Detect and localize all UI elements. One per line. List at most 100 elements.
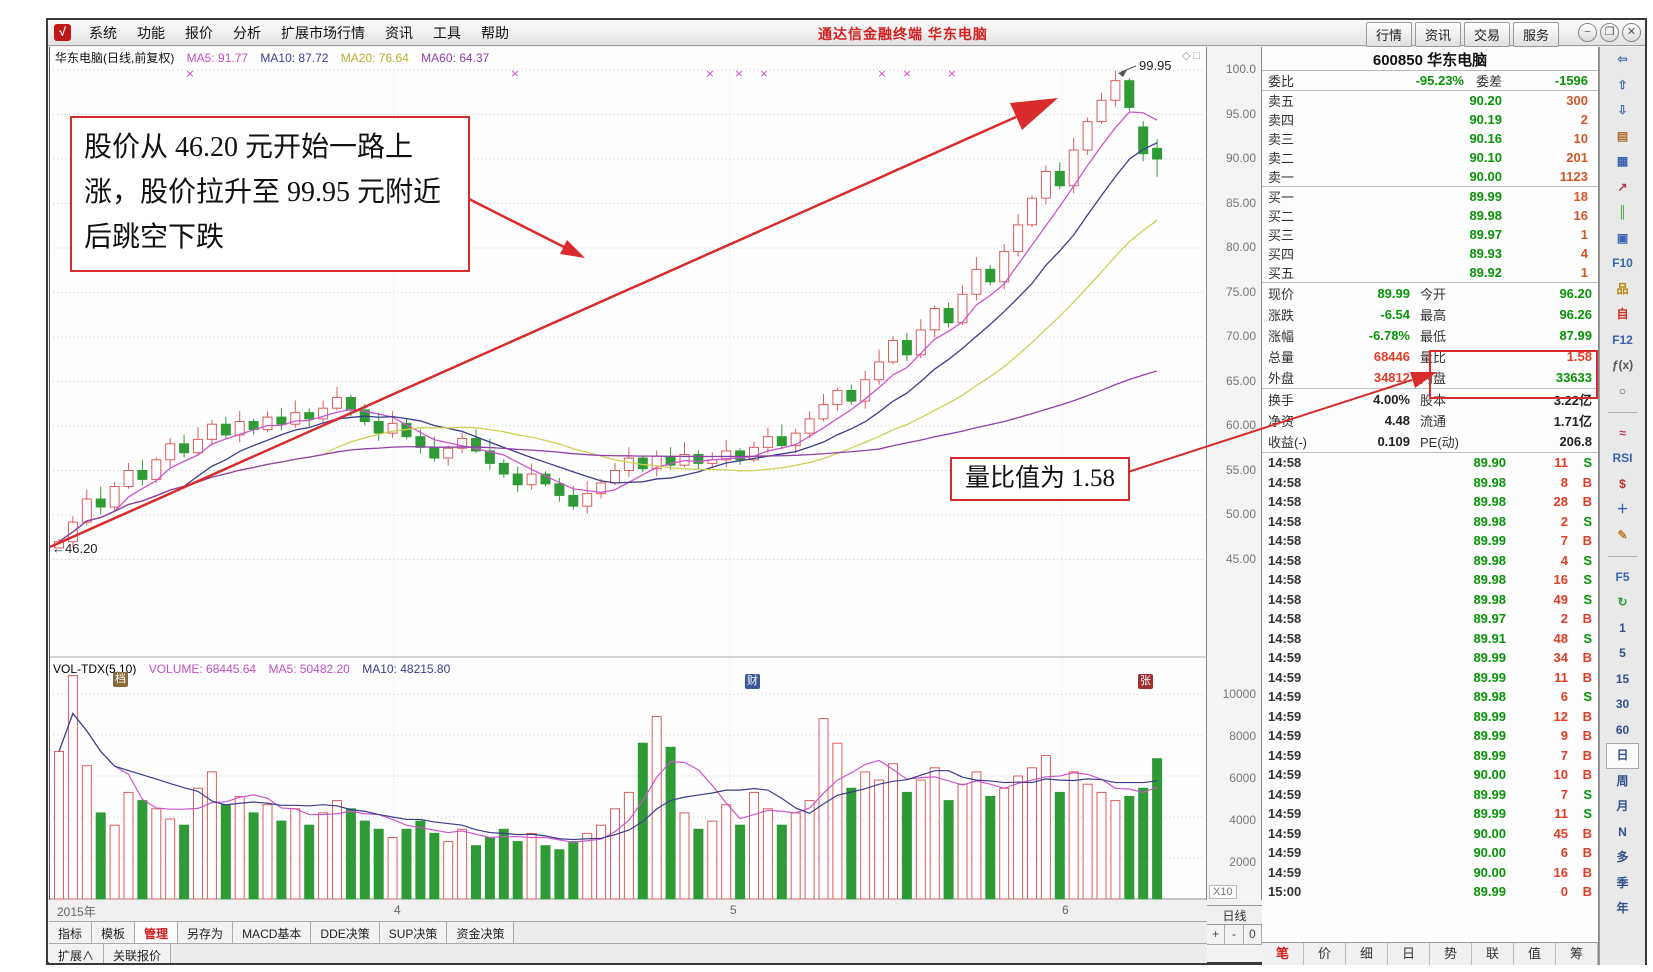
quote-tab-势[interactable]: 势	[1430, 943, 1472, 965]
tick-trade-row[interactable]: 14:58 89.98 8 B	[1262, 473, 1598, 493]
menu-item-扩展市场行情[interactable]: 扩展市场行情	[281, 24, 365, 41]
menu-item-系统[interactable]: 系统	[89, 24, 117, 41]
self-select-icon[interactable]: 自	[1616, 307, 1629, 321]
period-1[interactable]: 1	[1619, 620, 1626, 635]
bottom-tab-SUP决策[interactable]: SUP决策	[379, 922, 448, 943]
quote-tab-筹[interactable]: 筹	[1556, 943, 1598, 965]
menu-item-工具[interactable]: 工具	[433, 24, 461, 41]
f5-icon[interactable]: F5	[1615, 569, 1630, 584]
f12-icon[interactable]: F12	[1612, 332, 1633, 347]
tick-trade-row[interactable]: 14:58 89.90 11 S	[1262, 453, 1598, 473]
period-15[interactable]: 15	[1615, 671, 1630, 686]
report-icon[interactable]: ▤	[1616, 128, 1629, 143]
tick-trade-row[interactable]: 14:59 89.99 9 B	[1262, 726, 1598, 746]
restore-button[interactable]: ❐	[1600, 23, 1619, 42]
rsi-icon[interactable]: RSI	[1612, 451, 1633, 465]
tick-trade-row[interactable]: 14:59 90.00 6 B	[1262, 843, 1598, 863]
bottom-tab-MACD基本[interactable]: MACD基本	[233, 922, 312, 943]
period-week[interactable]: 周	[1616, 773, 1629, 788]
multi-page-icon[interactable]: ▣	[1616, 230, 1629, 245]
tick-trade-row[interactable]: 14:58 89.98 4 S	[1262, 551, 1598, 571]
quote-tab-联[interactable]: 联	[1472, 943, 1514, 965]
pencil-icon[interactable]: ✎	[1617, 527, 1628, 542]
kline-icon[interactable]: ║	[1618, 205, 1627, 219]
bottom-tab-模板[interactable]: 模板	[92, 922, 136, 943]
back-arrow-icon[interactable]: ⇦	[1617, 52, 1628, 66]
quote-tab-价[interactable]: 价	[1304, 943, 1346, 965]
line-chart-icon[interactable]: ↗	[1617, 179, 1628, 194]
period-5[interactable]: 5	[1619, 646, 1626, 660]
money-icon[interactable]: $	[1619, 476, 1626, 491]
period-quarter[interactable]: 季	[1616, 875, 1629, 890]
tick-trade-row[interactable]: 14:58 89.98 28 B	[1262, 492, 1598, 512]
tick-trade-row[interactable]: 14:59 89.99 7 B	[1262, 746, 1598, 766]
quote-tab-笔[interactable]: 笔	[1262, 943, 1304, 965]
up-arrow-icon[interactable]: ⇧	[1617, 77, 1628, 92]
quote-tab-细[interactable]: 细	[1346, 943, 1388, 965]
f10-icon[interactable]: F10	[1612, 256, 1633, 270]
bid-row[interactable]: 买四 89.93 4	[1262, 244, 1598, 263]
zoom-button-reset[interactable]: 0	[1243, 925, 1262, 945]
tick-trade-row[interactable]: 14:59 89.99 12 B	[1262, 707, 1598, 727]
zoom-button-out[interactable]: -	[1225, 925, 1244, 945]
period-month[interactable]: 月	[1616, 799, 1629, 813]
tick-trade-row[interactable]: 14:58 89.98 2 S	[1262, 512, 1598, 532]
period-year[interactable]: 年	[1616, 901, 1629, 915]
zoom-button-in[interactable]: +	[1207, 925, 1226, 945]
quote-tab-值[interactable]: 值	[1514, 943, 1556, 965]
ask-row[interactable]: 卖二 90.10 201	[1262, 148, 1598, 167]
ask-row[interactable]: 卖三 90.16 10	[1262, 129, 1598, 148]
menu-item-帮助[interactable]: 帮助	[481, 24, 509, 41]
move-icon[interactable]: ＋	[1616, 502, 1629, 516]
tick-trade-row[interactable]: 14:58 89.97 2 B	[1262, 609, 1598, 629]
tick-trade-row[interactable]: 14:58 89.99 7 B	[1262, 531, 1598, 551]
tick-trade-row[interactable]: 14:59 89.99 34 B	[1262, 648, 1598, 668]
event-marker-icon-财[interactable]: 财	[745, 674, 760, 689]
tick-trade-row[interactable]: 14:58 89.98 16 S	[1262, 570, 1598, 590]
formula-icon[interactable]: ƒ(x)	[1611, 358, 1634, 372]
period-30[interactable]: 30	[1615, 697, 1630, 711]
tick-trade-row[interactable]: 14:59 89.98 6 S	[1262, 687, 1598, 707]
pane-corner-icons[interactable]: ◇ □	[1182, 50, 1201, 62]
bottom-tab-资金决策[interactable]: 资金决策	[447, 922, 515, 943]
header-button-资讯[interactable]: 资讯	[1414, 22, 1461, 47]
close-button[interactable]: ✕	[1622, 23, 1641, 42]
tick-trade-row[interactable]: 14:59 90.00 16 B	[1262, 863, 1598, 883]
bid-row[interactable]: 买一 89.99 18	[1262, 187, 1598, 206]
bottom-tab-指标[interactable]: 指标	[49, 922, 93, 943]
tick-trade-row[interactable]: 14:59 90.00 45 B	[1262, 824, 1598, 844]
menu-item-分析[interactable]: 分析	[233, 24, 261, 41]
refresh-icon[interactable]: ↻	[1617, 595, 1628, 609]
quote-tab-日[interactable]: 日	[1388, 943, 1430, 965]
bottom-tab-另存为[interactable]: 另存为	[178, 922, 234, 943]
ask-row[interactable]: 卖一 90.00 1123	[1262, 167, 1598, 186]
header-button-服务[interactable]: 服务	[1512, 22, 1559, 47]
bottom-tab2-扩展∧[interactable]: 扩展∧	[49, 944, 105, 963]
tick-trade-row[interactable]: 14:58 89.91 48 S	[1262, 629, 1598, 649]
tick-trade-row[interactable]: 15:00 89.99 0 B	[1262, 882, 1598, 902]
minimize-button[interactable]: −	[1578, 23, 1597, 42]
ask-row[interactable]: 卖五 90.20 300	[1262, 91, 1598, 110]
tick-trade-row[interactable]: 14:59 90.00 10 B	[1262, 765, 1598, 785]
menu-item-报价[interactable]: 报价	[185, 24, 213, 41]
period-60[interactable]: 60	[1615, 722, 1630, 737]
structure-icon[interactable]: 品	[1616, 281, 1629, 296]
bottom-tab2-关联报价[interactable]: 关联报价	[104, 944, 172, 963]
period-n[interactable]: N	[1618, 824, 1627, 839]
period-day[interactable]: 日	[1606, 743, 1639, 769]
wave-icon[interactable]: ≈	[1619, 425, 1626, 440]
tick-trade-row[interactable]: 14:58 89.98 49 S	[1262, 590, 1598, 610]
period-multi[interactable]: 多	[1616, 850, 1629, 864]
tick-trade-row[interactable]: 14:59 89.99 7 S	[1262, 785, 1598, 805]
down-arrow-icon[interactable]: ⇩	[1617, 103, 1628, 117]
bottom-tab-管理[interactable]: 管理	[135, 922, 179, 943]
bid-row[interactable]: 买五 89.92 1	[1262, 263, 1598, 282]
menu-item-功能[interactable]: 功能	[137, 24, 165, 41]
circle-icon[interactable]: ○	[1618, 383, 1627, 398]
header-button-交易[interactable]: 交易	[1463, 22, 1510, 47]
event-marker-icon-张[interactable]: 张	[1138, 674, 1153, 689]
menu-item-资讯[interactable]: 资讯	[385, 24, 413, 41]
event-marker-icon-档[interactable]: 档	[113, 672, 128, 687]
ask-row[interactable]: 卖四 90.19 2	[1262, 110, 1598, 129]
bottom-tab-DDE决策[interactable]: DDE决策	[311, 922, 380, 943]
